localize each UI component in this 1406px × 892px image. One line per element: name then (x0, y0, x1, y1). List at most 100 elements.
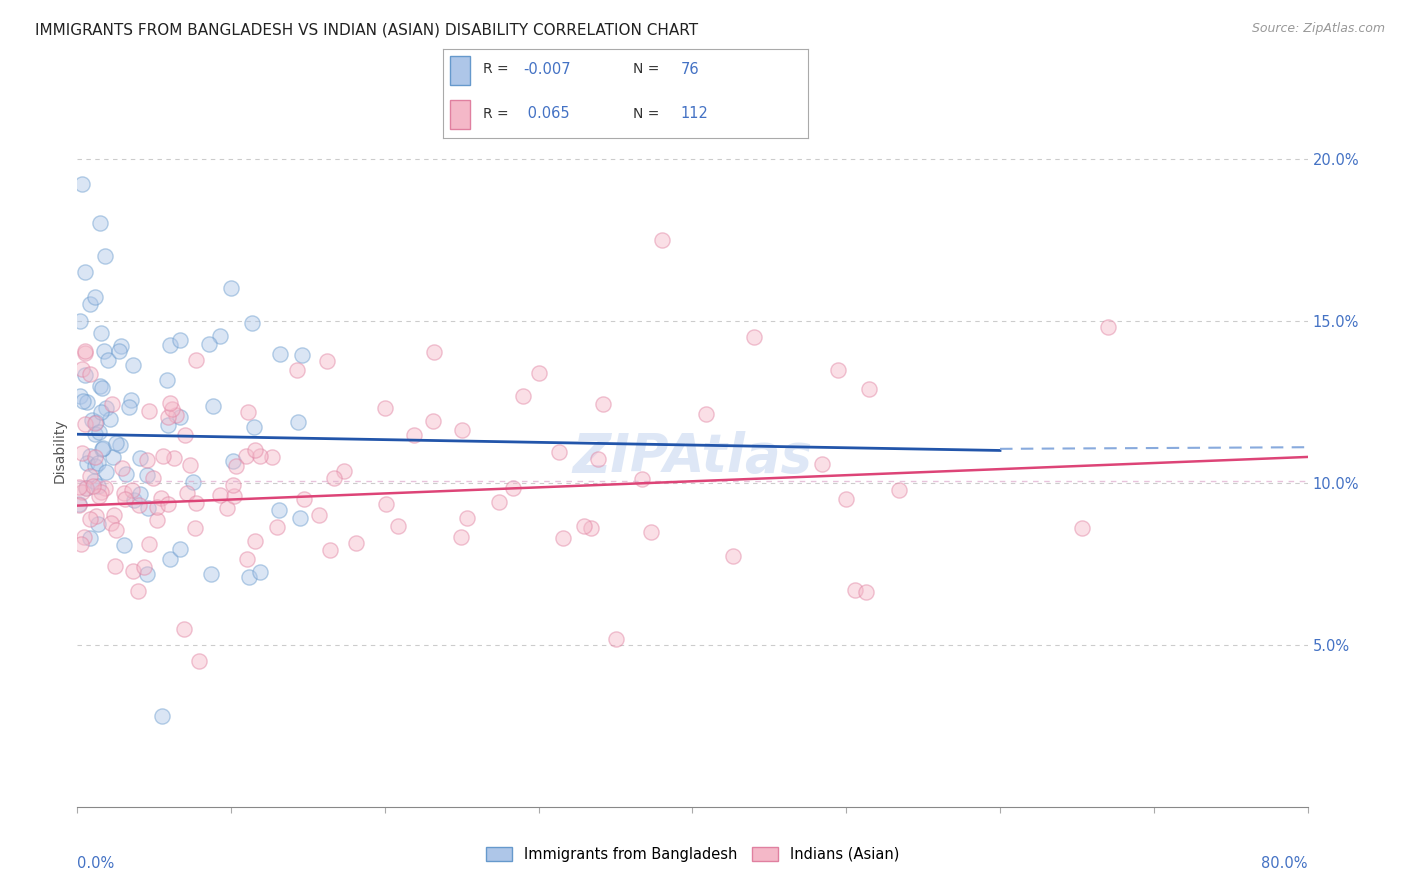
Point (827, 363, 849, 377)
Point (104, 558, 127, 573)
Point (222, 477, 245, 491)
Text: N =: N = (633, 107, 664, 120)
Point (90, 485, 112, 500)
Point (695, 407, 717, 421)
Point (1097, 320, 1119, 334)
Point (858, 382, 880, 396)
Point (129, 450, 152, 465)
Point (184, 521, 207, 535)
Point (70, 178, 93, 192)
Point (208, 488, 231, 502)
Point (73, 368, 96, 383)
Point (75, 482, 97, 496)
Point (456, 511, 478, 525)
Point (240, 316, 263, 330)
Point (103, 508, 125, 522)
Point (586, 452, 609, 467)
Point (269, 347, 291, 361)
Point (157, 417, 180, 432)
Point (79, 450, 101, 464)
Point (129, 487, 152, 501)
Point (84, 426, 107, 441)
Point (173, 623, 195, 637)
Point (721, 549, 744, 564)
Point (375, 497, 398, 511)
Point (260, 450, 283, 464)
Point (104, 524, 127, 538)
Bar (450, 101, 470, 129)
Point (605, 632, 627, 646)
Point (122, 564, 145, 578)
Point (529, 366, 551, 380)
Point (114, 492, 136, 507)
Point (122, 358, 145, 372)
Point (67, 497, 90, 511)
Point (422, 345, 444, 359)
Point (547, 445, 569, 459)
Point (73, 343, 96, 358)
Point (249, 449, 271, 463)
Point (222, 454, 245, 468)
Point (176, 485, 198, 500)
Point (87, 516, 110, 531)
Point (79, 297, 101, 311)
Point (94, 465, 117, 479)
Point (94, 401, 117, 416)
Point (160, 402, 183, 417)
Point (90, 442, 112, 456)
Text: Source: ZipAtlas.com: Source: ZipAtlas.com (1251, 22, 1385, 36)
Text: R =: R = (484, 62, 513, 76)
Point (174, 427, 197, 442)
Point (287, 415, 309, 429)
Point (742, 330, 765, 344)
Text: 0.065: 0.065 (523, 106, 569, 121)
Point (887, 483, 910, 498)
Point (89, 216, 111, 230)
Point (188, 654, 211, 668)
Point (152, 450, 174, 464)
Point (73, 417, 96, 431)
Point (631, 472, 654, 486)
Point (70, 362, 93, 376)
Text: 112: 112 (681, 106, 709, 121)
Point (89, 379, 111, 393)
Point (835, 492, 858, 507)
Point (162, 450, 184, 465)
Point (156, 497, 179, 511)
Point (159, 552, 181, 566)
Point (94, 249, 117, 263)
Point (136, 467, 159, 482)
Text: N =: N = (633, 62, 664, 76)
Text: 76: 76 (681, 62, 699, 77)
Point (855, 585, 877, 599)
Point (87, 456, 110, 470)
Point (72, 393, 94, 408)
Point (72, 530, 94, 544)
Point (90, 326, 112, 340)
Point (249, 566, 271, 580)
Point (165, 409, 187, 423)
Point (502, 481, 524, 495)
Point (267, 502, 290, 516)
Text: ZIPAtlas: ZIPAtlas (572, 431, 813, 483)
Point (82, 478, 104, 492)
Point (93, 343, 115, 358)
Point (108, 438, 131, 452)
Point (84, 416, 107, 430)
Point (319, 542, 342, 557)
Point (346, 536, 368, 550)
Point (89, 405, 111, 419)
Point (138, 537, 160, 551)
Point (290, 348, 312, 362)
Point (67, 498, 90, 512)
Point (67, 481, 90, 495)
Legend: Immigrants from Bangladesh, Indians (Asian): Immigrants from Bangladesh, Indians (Asi… (479, 840, 905, 868)
Point (83, 459, 105, 474)
Point (181, 475, 204, 490)
Point (323, 471, 346, 485)
Point (159, 396, 181, 410)
Point (422, 413, 444, 427)
Point (100, 397, 122, 411)
Point (100, 516, 122, 530)
Point (316, 353, 339, 368)
